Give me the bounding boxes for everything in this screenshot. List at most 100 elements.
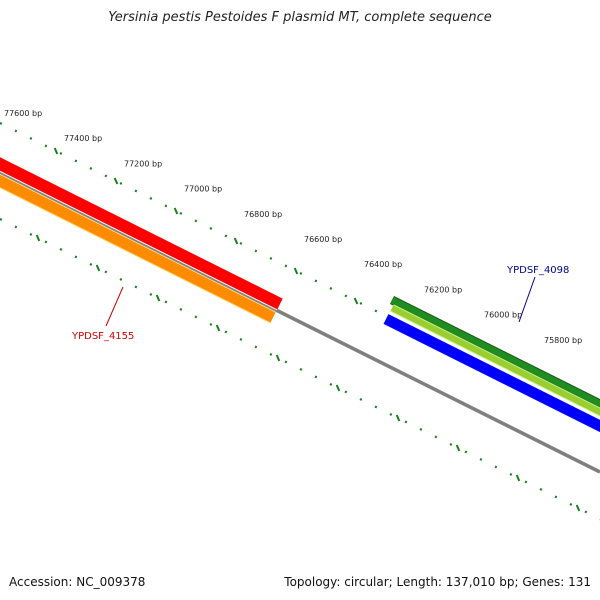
ruler-dot xyxy=(119,182,123,185)
ruler-tick xyxy=(335,384,341,392)
ruler-dot xyxy=(149,293,153,296)
ruler-dot xyxy=(134,285,138,289)
ruler-dot xyxy=(209,227,213,230)
feature-ypdsf-4098-cds xyxy=(390,305,600,416)
ruler-dot xyxy=(44,144,48,148)
ruler-dot xyxy=(299,272,303,275)
gene-label-ypdsf-4098: YPDSF_4098 xyxy=(506,265,569,276)
ruler-dot xyxy=(239,338,243,341)
ruler-tick xyxy=(35,234,41,242)
ruler-dot xyxy=(479,458,483,461)
map-title: Yersinia pestis Pestoides F plasmid MT, … xyxy=(108,10,492,25)
ruler-dot xyxy=(464,450,468,454)
ruler-tick-label: 76800 bp xyxy=(244,210,282,219)
ruler-dot xyxy=(89,167,93,170)
topology-summary: Topology: circular; Length: 137,010 bp; … xyxy=(284,575,591,589)
ruler-dot xyxy=(569,503,573,506)
ruler-tick xyxy=(215,324,221,332)
ruler-tick xyxy=(275,354,281,362)
ruler-dot xyxy=(584,510,588,514)
ruler-dot xyxy=(59,248,63,251)
ruler-dot xyxy=(359,398,363,401)
ruler-dot xyxy=(284,360,288,364)
ruler-dot xyxy=(179,308,183,311)
ruler-dot xyxy=(209,323,213,326)
ruler-tick xyxy=(575,504,581,512)
accession-text: Accession: NC_009378 xyxy=(9,575,146,589)
ruler-dot xyxy=(194,219,198,223)
ruler-dot xyxy=(164,300,168,304)
ruler-dot xyxy=(0,218,3,221)
ruler-dot xyxy=(299,368,303,371)
ruler-tick-label: 76200 bp xyxy=(424,285,462,294)
ruler-dot xyxy=(449,443,453,446)
ruler-tick xyxy=(95,264,101,272)
ruler-tick xyxy=(155,294,161,302)
ruler-dot xyxy=(14,129,18,133)
ruler-dot xyxy=(224,234,228,238)
ruler-tick-label: 76600 bp xyxy=(304,235,342,244)
ruler-tick xyxy=(395,414,401,422)
ruler-dot xyxy=(164,204,168,208)
ruler-tick xyxy=(173,207,179,215)
ruler-dot xyxy=(374,309,378,313)
leader-line xyxy=(105,286,124,327)
ruler-dot xyxy=(524,480,528,484)
ruler-dot xyxy=(194,315,198,319)
ruler-dot xyxy=(284,264,288,268)
ruler-tick-label: 77400 bp xyxy=(64,134,102,143)
ruler-dot xyxy=(0,122,3,125)
ruler-dot xyxy=(179,212,183,215)
ruler-dot xyxy=(224,330,228,334)
ruler-dot xyxy=(254,249,258,253)
ruler-dot xyxy=(149,197,153,200)
leader-line xyxy=(518,276,536,323)
ruler-dot xyxy=(509,473,513,476)
ruler-dot xyxy=(314,279,318,283)
ruler-dot xyxy=(269,257,273,260)
ruler-dot xyxy=(494,465,498,469)
ruler-tick-label: 77000 bp xyxy=(184,185,222,194)
ruler-tick xyxy=(233,237,239,245)
ruler-dot xyxy=(104,174,108,178)
ruler-dot xyxy=(344,294,348,298)
ruler-dot xyxy=(419,428,423,431)
ruler-tick-label: 76000 bp xyxy=(484,311,522,320)
ruler-dot xyxy=(434,435,438,439)
ruler-dot xyxy=(344,390,348,394)
backbone-line xyxy=(0,170,600,474)
feature-ypdsf-4098-blast xyxy=(383,314,600,433)
ruler-dot xyxy=(74,159,78,163)
ruler-dot xyxy=(59,152,63,155)
ruler-tick xyxy=(113,177,119,185)
ruler-tick-label: 75800 bp xyxy=(544,336,582,345)
ruler-dot xyxy=(359,302,363,305)
ruler-dot xyxy=(374,405,378,409)
ruler-dot xyxy=(539,488,543,491)
ruler-tick xyxy=(53,147,59,155)
ruler-dot xyxy=(29,233,33,236)
ruler-tick xyxy=(455,444,461,452)
feature-ypdsf-4155-gene xyxy=(0,174,276,323)
ruler-dot xyxy=(269,353,273,356)
ruler-tick-label: 77200 bp xyxy=(124,159,162,168)
ruler-dot xyxy=(554,495,558,499)
feature-ypdsf-4098-gene xyxy=(390,296,600,408)
gene-label-ypdsf-4155: YPDSF_4155 xyxy=(71,331,134,342)
ruler-dot xyxy=(134,189,138,193)
ruler-dot xyxy=(14,225,18,229)
ruler-dot xyxy=(44,240,48,244)
ruler-tick-label: 76400 bp xyxy=(364,260,402,269)
ruler-dot xyxy=(329,383,333,386)
ruler-dot xyxy=(329,287,333,290)
ruler-dot xyxy=(314,375,318,379)
ruler-tick xyxy=(515,474,521,482)
ruler-dot xyxy=(254,345,258,349)
feature-ypdsf-4155-cds xyxy=(0,157,283,310)
ruler-tick xyxy=(293,267,299,275)
ruler-dot xyxy=(29,137,33,140)
ruler-dot xyxy=(104,270,108,274)
ruler-dot xyxy=(74,255,78,259)
ruler-tick-label: 77600 bp xyxy=(4,109,42,118)
